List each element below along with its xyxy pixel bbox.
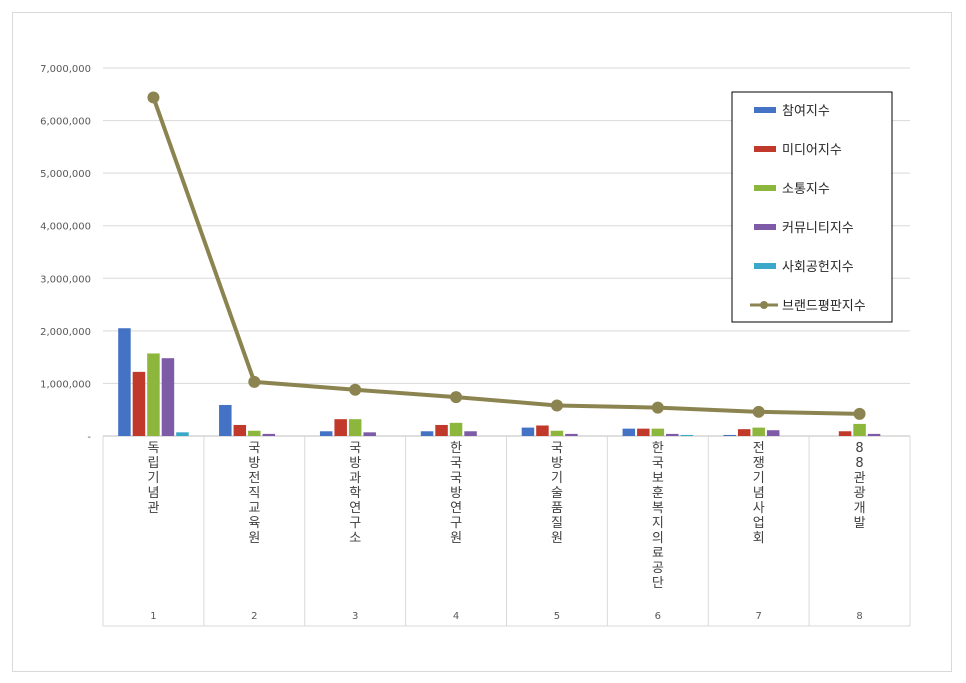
bar: [464, 431, 477, 436]
bar: [435, 424, 448, 436]
legend-swatch: [754, 224, 776, 230]
category-number-label: 5: [554, 611, 560, 622]
y-tick-label: 4,000,000: [40, 222, 91, 233]
category-number-label: 1: [150, 611, 156, 622]
bar: [147, 353, 160, 436]
bar: [550, 430, 564, 436]
bar: [637, 428, 650, 436]
legend-swatch: [754, 146, 776, 152]
line-point: [349, 383, 362, 396]
bar: [565, 433, 578, 436]
bar: [680, 434, 694, 436]
category-number-label: 7: [756, 611, 762, 622]
y-tick-label: 6,000,000: [40, 117, 91, 128]
brand-reputation-chart: 7,000,000 6,000,000 5,000,000 4,000,000 3,00…: [40, 64, 911, 627]
legend-label: 커뮤니티지수: [782, 221, 854, 236]
legend-swatch: [754, 107, 776, 113]
bar: [233, 424, 247, 436]
chart-frame: 7,000,000 6,000,000 5,000,000 4,000,000 3,00…: [12, 12, 952, 672]
y-tick-label: -: [87, 432, 91, 443]
line-point: [550, 399, 563, 412]
bar: [622, 428, 636, 436]
legend-label: 브랜드평판지수: [782, 299, 866, 314]
bar: [853, 423, 866, 436]
y-tick-label: 7,000,000: [40, 64, 91, 75]
bar: [723, 434, 736, 436]
line-point: [651, 401, 664, 414]
bar: [176, 432, 189, 436]
bar: [838, 431, 852, 436]
category-number-label: 8: [856, 611, 862, 622]
legend-label: 소통지수: [782, 182, 830, 197]
bar: [666, 433, 679, 436]
bar: [651, 428, 665, 436]
category-number-label: 3: [352, 611, 358, 622]
bar: [449, 422, 463, 436]
category-number-label: 4: [453, 611, 459, 622]
legend-label: 사회공헌지수: [782, 260, 854, 275]
legend-swatch: [754, 185, 776, 191]
line-point: [147, 91, 160, 104]
series-line: [151, 96, 860, 416]
bar: [334, 419, 347, 436]
line-point: [248, 375, 261, 388]
legend-marker: [760, 301, 768, 309]
bar: [521, 427, 535, 436]
bar: [132, 371, 146, 436]
bar: [420, 431, 434, 436]
category-number-label: 6: [655, 611, 661, 622]
bar: [118, 328, 131, 436]
bar: [766, 430, 780, 436]
legend-label: 참여지수: [782, 104, 830, 119]
bar: [262, 433, 276, 436]
y-tick-label: 5,000,000: [40, 169, 91, 180]
bar: [363, 432, 376, 436]
line-point: [853, 407, 866, 420]
bar: [219, 404, 232, 436]
bar: [319, 431, 333, 436]
bar: [161, 358, 175, 436]
bar: [348, 419, 362, 436]
legend-swatch: [754, 263, 776, 269]
bar: [248, 430, 261, 436]
bar: [536, 425, 549, 436]
category-number-label: 2: [251, 611, 257, 622]
legend-box: [731, 91, 893, 323]
y-tick-label: 3,000,000: [40, 274, 91, 285]
bar: [737, 429, 751, 436]
y-tick-label: 1,000,000: [40, 379, 91, 390]
bar: [752, 427, 765, 436]
legend-label: 미디어지수: [782, 143, 842, 158]
bar: [867, 433, 881, 436]
y-tick-label: 2,000,000: [40, 327, 91, 338]
line-point: [450, 391, 463, 404]
line-point: [752, 405, 765, 418]
